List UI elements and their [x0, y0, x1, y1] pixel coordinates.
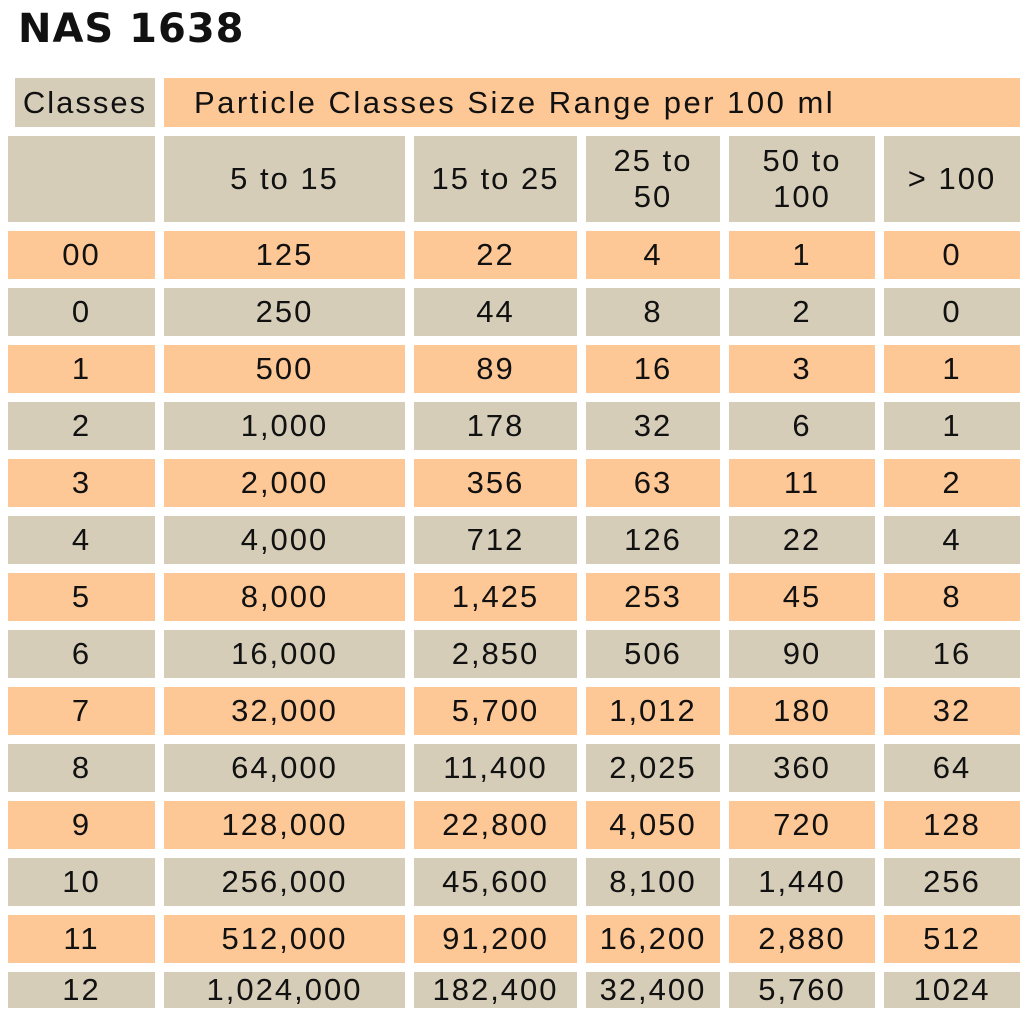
count-cell: 512 [884, 915, 1020, 963]
count-cell: 0 [884, 231, 1020, 279]
count-cell: 32 [884, 687, 1020, 735]
count-cell: 506 [586, 630, 720, 678]
count-cell: 0 [884, 288, 1020, 336]
size-column-header: > 100 [884, 136, 1020, 222]
count-cell: 8,000 [164, 573, 405, 621]
class-cell: 12 [8, 972, 155, 1008]
class-cell: 10 [8, 858, 155, 906]
class-cell: 2 [8, 402, 155, 450]
count-cell: 250 [164, 288, 405, 336]
count-cell: 22 [729, 516, 875, 564]
count-cell: 45 [729, 573, 875, 621]
count-cell: 4,050 [586, 801, 720, 849]
count-cell: 45,600 [414, 858, 577, 906]
class-cell: 1 [8, 345, 155, 393]
count-cell: 32,000 [164, 687, 405, 735]
count-cell: 32,400 [586, 972, 720, 1008]
count-cell: 91,200 [414, 915, 577, 963]
count-cell: 1,425 [414, 573, 577, 621]
count-cell: 22 [414, 231, 577, 279]
count-cell: 2,000 [164, 459, 405, 507]
count-cell: 126 [586, 516, 720, 564]
size-column-header: 50 to 100 [729, 136, 875, 222]
count-cell: 4,000 [164, 516, 405, 564]
nas-1638-table: Classes Particle Classes Size Range per … [8, 78, 1020, 1008]
count-cell: 5,700 [414, 687, 577, 735]
count-cell: 1 [729, 231, 875, 279]
class-cell: 00 [8, 231, 155, 279]
count-cell: 2,025 [586, 744, 720, 792]
count-cell: 1,012 [586, 687, 720, 735]
count-cell: 256,000 [164, 858, 405, 906]
count-cell: 8 [586, 288, 720, 336]
size-column-header: 25 to 50 [586, 136, 720, 222]
count-cell: 182,400 [414, 972, 577, 1008]
count-cell: 63 [586, 459, 720, 507]
count-cell: 89 [414, 345, 577, 393]
count-cell: 1 [884, 402, 1020, 450]
count-cell: 2,850 [414, 630, 577, 678]
count-cell: 5,760 [729, 972, 875, 1008]
class-cell: 8 [8, 744, 155, 792]
count-cell: 253 [586, 573, 720, 621]
count-cell: 1,000 [164, 402, 405, 450]
count-cell: 22,800 [414, 801, 577, 849]
count-cell: 16 [884, 630, 1020, 678]
count-cell: 720 [729, 801, 875, 849]
count-cell: 90 [729, 630, 875, 678]
size-column-header: 15 to 25 [414, 136, 577, 222]
class-cell: 9 [8, 801, 155, 849]
count-cell: 64 [884, 744, 1020, 792]
count-cell: 8 [884, 573, 1020, 621]
count-cell: 6 [729, 402, 875, 450]
count-cell: 8,100 [586, 858, 720, 906]
class-cell: 7 [8, 687, 155, 735]
count-cell: 356 [414, 459, 577, 507]
count-cell: 500 [164, 345, 405, 393]
count-cell: 360 [729, 744, 875, 792]
class-cell: 6 [8, 630, 155, 678]
class-cell: 0 [8, 288, 155, 336]
count-cell: 16,000 [164, 630, 405, 678]
count-cell: 11,400 [414, 744, 577, 792]
count-cell: 1 [884, 345, 1020, 393]
count-cell: 1,440 [729, 858, 875, 906]
header-blank [8, 136, 155, 222]
count-cell: 180 [729, 687, 875, 735]
count-cell: 32 [586, 402, 720, 450]
count-cell: 11 [729, 459, 875, 507]
header-classes: Classes [15, 78, 155, 127]
count-cell: 712 [414, 516, 577, 564]
count-cell: 128 [884, 801, 1020, 849]
count-cell: 4 [586, 231, 720, 279]
count-cell: 64,000 [164, 744, 405, 792]
count-cell: 2,880 [729, 915, 875, 963]
count-cell: 512,000 [164, 915, 405, 963]
size-column-header: 5 to 15 [164, 136, 405, 222]
count-cell: 4 [884, 516, 1020, 564]
count-cell: 178 [414, 402, 577, 450]
class-cell: 3 [8, 459, 155, 507]
count-cell: 128,000 [164, 801, 405, 849]
class-cell: 4 [8, 516, 155, 564]
count-cell: 2 [729, 288, 875, 336]
count-cell: 1024 [884, 972, 1020, 1008]
count-cell: 125 [164, 231, 405, 279]
page-title: NAS 1638 [18, 6, 245, 52]
count-cell: 16,200 [586, 915, 720, 963]
count-cell: 256 [884, 858, 1020, 906]
count-cell: 2 [884, 459, 1020, 507]
count-cell: 1,024,000 [164, 972, 405, 1008]
count-cell: 3 [729, 345, 875, 393]
class-cell: 11 [8, 915, 155, 963]
class-cell: 5 [8, 573, 155, 621]
header-size-range: Particle Classes Size Range per 100 ml [164, 78, 1020, 127]
count-cell: 44 [414, 288, 577, 336]
count-cell: 16 [586, 345, 720, 393]
